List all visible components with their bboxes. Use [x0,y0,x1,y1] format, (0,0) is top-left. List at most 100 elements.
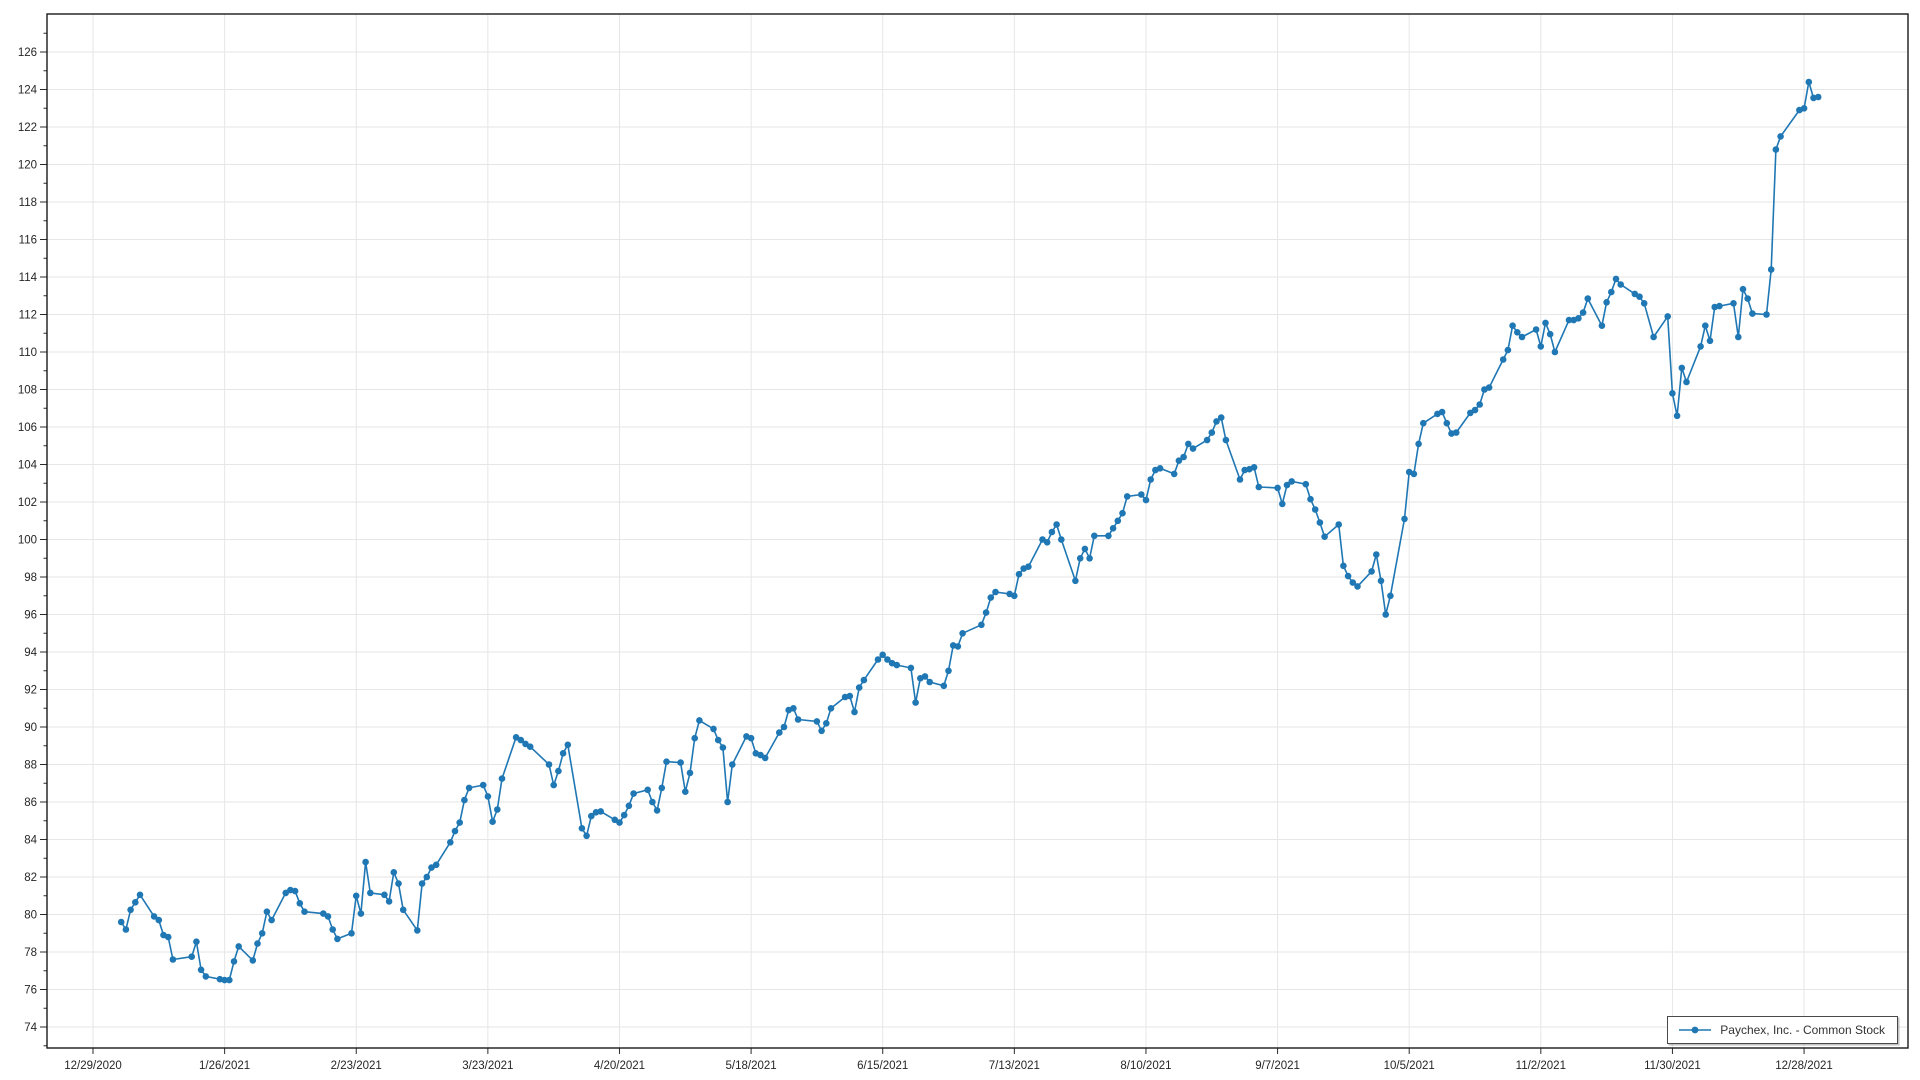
data-point [597,808,604,815]
data-point [1716,302,1723,310]
data-point [494,806,501,813]
data-point [564,741,572,749]
data-point [1354,583,1361,590]
data-point [794,716,802,723]
data-point [1119,509,1126,517]
data-point [117,918,125,926]
data-point [1702,322,1709,330]
data-point [263,908,271,915]
data-point [677,759,684,766]
y-tick-label: 86 [24,797,37,809]
data-point [526,743,534,750]
data-point [719,744,727,751]
data-point [1650,333,1657,341]
data-point [517,736,525,744]
data-point [1156,465,1164,472]
data-point [498,775,506,782]
data-point [578,825,586,832]
data-point [1636,293,1643,301]
data-point [1349,579,1357,586]
data-point [1185,440,1192,448]
data-point [1575,315,1582,322]
gridlines [47,14,1908,1048]
legend[interactable]: Paychex, Inc. - Common Stock [1667,1016,1898,1044]
data-point [940,682,948,690]
data-point [851,708,858,716]
data-point [559,750,567,757]
data-point [1551,348,1559,356]
data-point [1499,356,1507,363]
y-tick-label: 126 [18,47,37,59]
legend-line-marker-icon [1679,1026,1712,1034]
data-point [1565,316,1573,324]
data-point [616,819,623,826]
data-point [1321,533,1328,540]
data-point [258,930,266,937]
y-tick-label: 74 [24,1022,37,1034]
data-point [1443,419,1451,427]
data-point [1053,521,1060,528]
y-tick-label: 90 [24,722,37,734]
data-point [625,802,633,810]
y-tick-label: 118 [19,197,37,209]
x-tick-label: 12/28/2021 [1775,1060,1833,1072]
data-point [1420,419,1427,427]
data-point [1401,515,1408,523]
data-point [414,927,421,934]
data-point [1025,563,1032,570]
data-point [268,916,275,924]
data-point [197,966,205,974]
data-point [1514,329,1521,336]
data-point [348,930,355,937]
y-tick-label: 124 [18,85,38,97]
data-point [1123,493,1131,500]
data-point [686,769,694,777]
data-point [1603,299,1610,306]
data-point [202,973,210,980]
y-tick-label: 84 [24,835,37,847]
data-point [1279,500,1286,508]
data-point [1058,536,1065,543]
axis-labels: 74 76 78 80 82 84 86 88 90 92 94 96 98 100 102 104 106 10… [18,47,1833,1072]
data-point [893,661,901,669]
data-point [296,900,304,907]
price-series[interactable] [117,78,1822,984]
data-point [461,796,468,804]
data-point [362,858,369,866]
data-point [855,684,863,691]
y-tick-label: 96 [24,610,37,622]
y-tick-label: 114 [19,272,38,284]
data-point [1147,476,1154,483]
data-point [357,910,365,917]
data-point [1415,440,1422,448]
data-point [1076,555,1084,562]
data-point [1730,300,1737,307]
x-tick-label: 11/2/2021 [1516,1060,1566,1072]
data-point [395,880,402,887]
data-point [1015,570,1023,578]
data-point [954,643,962,650]
data-point [724,798,731,806]
data-point [1175,457,1183,465]
data-point [1086,555,1093,562]
data-point [1081,545,1089,553]
data-point [1170,470,1178,478]
y-tick-label: 100 [18,535,37,547]
y-tick-label: 108 [18,385,37,397]
data-point [1377,577,1385,585]
data-point [1504,346,1512,354]
data-point [1805,78,1813,86]
data-point [978,621,985,629]
data-point [1011,592,1018,600]
data-point [164,933,172,941]
data-point [1669,390,1676,397]
data-point [1749,310,1756,317]
data-point [550,781,557,789]
data-point [385,898,393,905]
data-point [1678,364,1686,372]
data-point [1537,343,1545,350]
data-point [1763,311,1770,318]
data-point [127,906,134,914]
data-point [155,916,163,924]
